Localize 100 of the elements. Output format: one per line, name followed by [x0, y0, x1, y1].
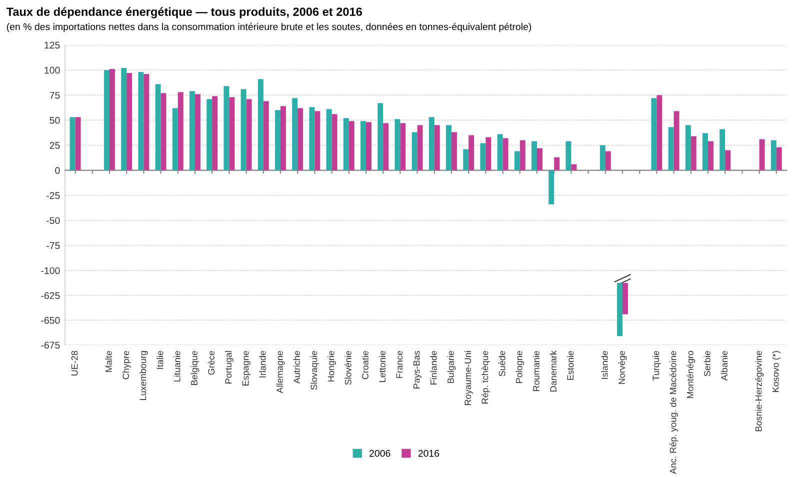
bar — [172, 108, 178, 170]
x-tick-label: Autriche — [293, 350, 300, 384]
bar — [566, 141, 572, 170]
bar — [138, 72, 144, 170]
bar — [240, 89, 246, 170]
bar — [378, 103, 384, 170]
x-tick-label: Malte — [105, 350, 112, 372]
bar — [417, 125, 423, 170]
bar — [690, 136, 696, 170]
bar — [480, 143, 486, 170]
bar — [770, 140, 776, 170]
bar — [383, 123, 389, 170]
bar — [360, 121, 366, 170]
x-tick-label: Norvège — [618, 350, 627, 384]
bar — [343, 118, 349, 170]
bar — [144, 74, 150, 170]
x-tick-label: Pologne — [516, 350, 524, 383]
bar — [178, 92, 184, 170]
x-tick-label: Estonie — [566, 350, 574, 380]
bar — [571, 164, 577, 170]
bar — [502, 138, 508, 170]
x-tick-label: Chypre — [122, 350, 131, 380]
bar — [463, 149, 469, 170]
bar — [109, 69, 115, 170]
bar — [685, 125, 691, 170]
bar — [434, 125, 440, 170]
bar — [520, 140, 526, 170]
bar — [155, 84, 161, 170]
bar — [702, 133, 708, 170]
x-tick-label: Kosovo (*) — [772, 351, 781, 392]
y-tick-label: 125 — [44, 42, 60, 49]
bar — [446, 125, 452, 170]
bar — [70, 117, 76, 170]
x-tick-label: Albanie — [720, 350, 728, 381]
bar — [229, 97, 235, 170]
x-tick-label: Finlande — [430, 350, 437, 384]
bar — [400, 123, 406, 170]
x-tick-label: Danemark — [550, 350, 557, 392]
x-tick-label: Croatie — [362, 350, 368, 380]
bar — [194, 94, 200, 170]
bar — [394, 119, 400, 170]
bar — [258, 79, 264, 170]
bar — [651, 98, 657, 170]
chart-title: Taux de dépendance énergétique — tous produits, 2006 et 2016 — [6, 7, 362, 18]
bar — [451, 132, 457, 170]
bar — [190, 91, 195, 170]
y-tick-label: 75 — [50, 92, 60, 99]
y-tick-label: -675 — [41, 342, 60, 349]
bar — [366, 122, 372, 170]
x-tick-label: Pays-Bas — [413, 350, 422, 388]
x-tick-label: Anc. Rép. youg. de Macédoine — [670, 350, 678, 474]
bar — [126, 73, 132, 170]
bar — [536, 148, 542, 170]
x-tick-label: Irlande — [259, 350, 266, 378]
x-tick-label: Italie — [156, 350, 164, 369]
x-tick-label: Allemagne — [276, 350, 285, 394]
bar — [160, 93, 166, 170]
bar — [121, 68, 127, 170]
bar — [206, 99, 212, 170]
bar — [600, 145, 606, 170]
x-tick-label: France — [396, 350, 403, 378]
bar — [348, 121, 354, 170]
x-tick-label: Bosnie-Herzégovine — [755, 350, 764, 432]
bar — [514, 151, 520, 170]
x-tick-label: Hongrie — [328, 350, 336, 382]
bar — [326, 109, 332, 170]
x-tick-label: Espagne — [242, 350, 250, 386]
bar — [412, 132, 418, 170]
x-tick-label: Luxembourg — [139, 351, 148, 400]
y-tick-label: 25 — [50, 142, 60, 149]
legend-label: 2006 — [370, 450, 390, 457]
bar — [332, 114, 338, 170]
x-tick-label: Lettonie — [378, 350, 386, 382]
y-tick-label: 100 — [44, 66, 60, 74]
bar — [708, 141, 714, 170]
x-tick-label: Suède — [498, 350, 506, 376]
x-tick-label: Turquie — [652, 350, 661, 381]
x-tick-label: Portugal — [224, 351, 234, 384]
bar — [275, 110, 280, 170]
bar — [468, 135, 474, 170]
bar — [656, 95, 662, 170]
x-tick-label: Bulgarie — [447, 350, 456, 383]
x-tick-label: Slovaquie — [310, 350, 319, 390]
bar — [725, 150, 731, 170]
chart-subtitle: (en % des importations nettes dans la consommation intérieure brute et les soutes, données en tonnes-équivalent pétrole) — [6, 22, 532, 32]
bar — [224, 86, 230, 170]
bar — [674, 111, 680, 170]
y-tick-label: -100 — [41, 267, 60, 274]
bar — [292, 98, 298, 170]
bar — [548, 170, 554, 204]
x-tick-label: Lituanie — [174, 350, 180, 382]
bar — [668, 127, 674, 170]
bar — [776, 147, 782, 170]
x-tick-label: Serbie — [704, 350, 710, 376]
x-tick-label: UE-28 — [71, 350, 78, 376]
legend-label: 2016 — [418, 450, 440, 457]
y-tick-label: -75 — [46, 242, 60, 250]
y-tick-label: 0 — [55, 166, 60, 174]
x-tick-label: Roumanie — [532, 350, 540, 391]
x-tick-label: Royaume-Uni — [464, 351, 473, 405]
